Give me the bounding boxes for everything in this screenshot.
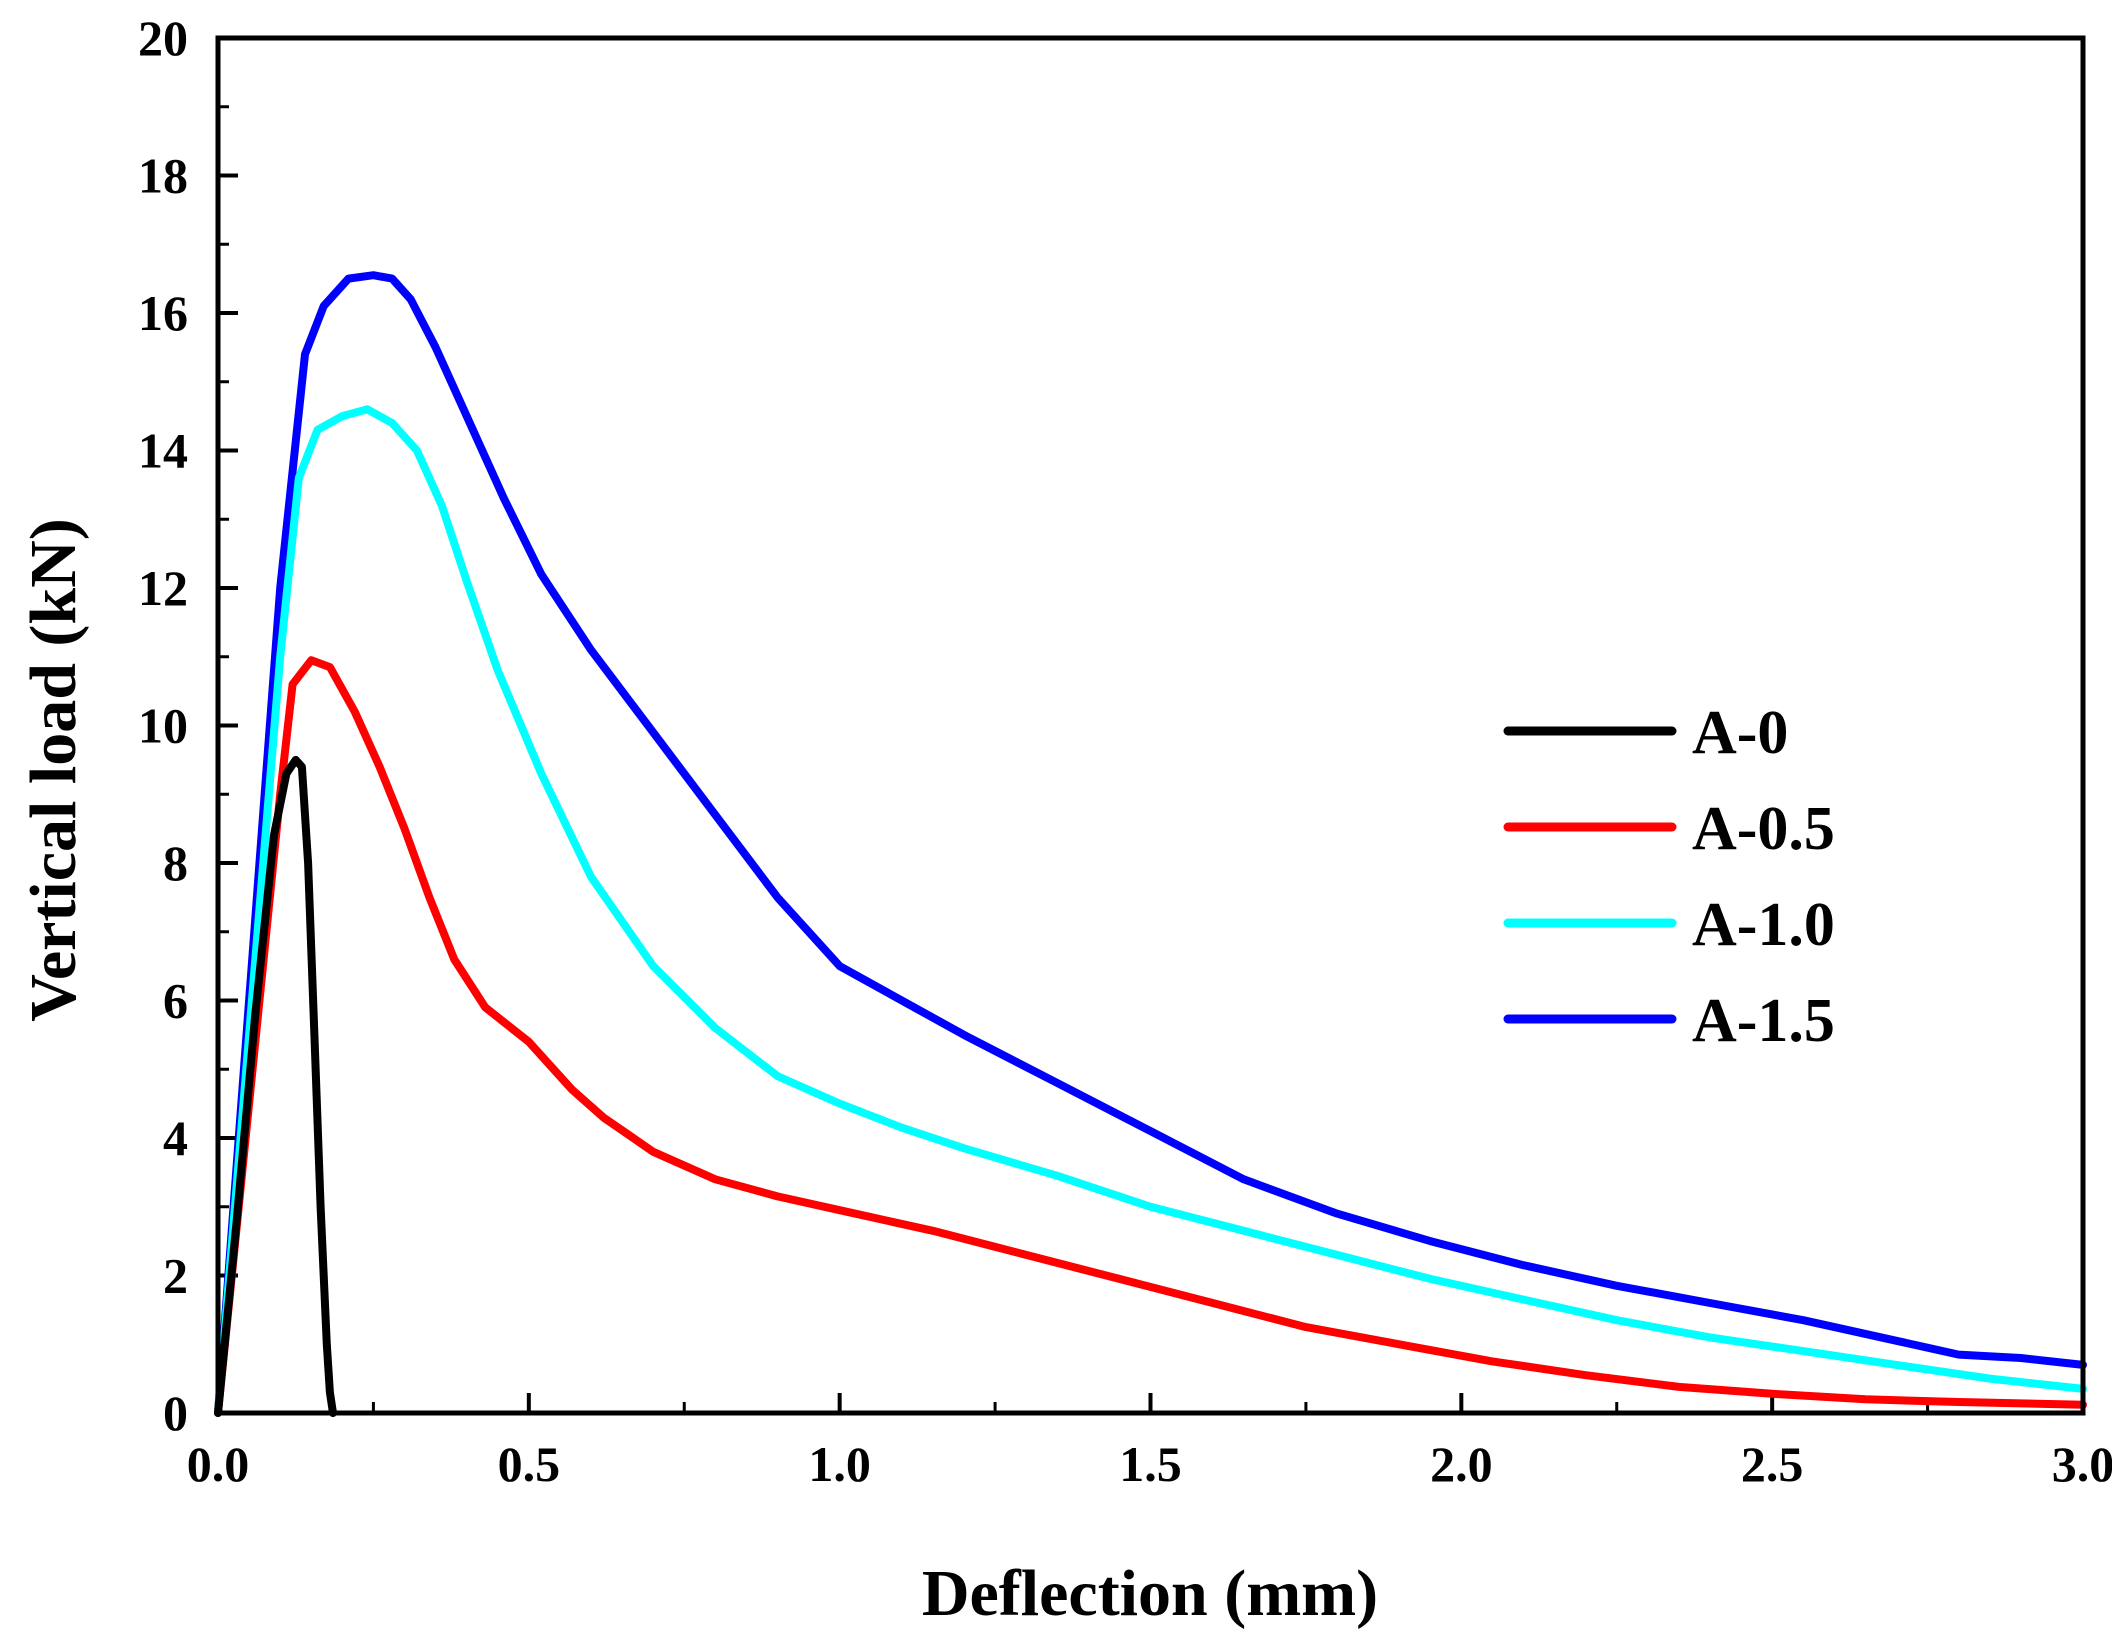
x-tick-label: 2.5	[1741, 1436, 1804, 1492]
series-line-a-1-0	[214, 405, 2087, 1417]
legend-label-a-0-5: A-0.5	[1692, 795, 1835, 863]
y-tick-label: 2	[163, 1248, 188, 1304]
legend-label-a-0: A-0	[1692, 699, 1788, 767]
series-line-a-1-5	[214, 271, 2087, 1417]
y-tick-label: 20	[138, 10, 188, 66]
x-tick-label: 1.5	[1119, 1436, 1182, 1492]
x-tick-label: 0.5	[498, 1436, 561, 1492]
legend-label-a-1-0: A-1.0	[1692, 891, 1835, 959]
y-tick-label: 6	[163, 973, 188, 1029]
series-line-a-0	[214, 755, 337, 1417]
x-tick-label: 1.0	[808, 1436, 871, 1492]
x-tick-label: 2.0	[1430, 1436, 1493, 1492]
x-tick-label: 0.0	[187, 1436, 250, 1492]
y-tick-label: 0	[163, 1385, 188, 1441]
x-tick-label: 3.0	[2052, 1436, 2112, 1492]
y-tick-label: 8	[163, 835, 188, 891]
plot-frame	[215, 35, 2086, 1416]
y-tick-label: 16	[138, 285, 188, 341]
y-tick-label: 14	[138, 423, 188, 479]
y-axis-title: Vertical load (kN)	[17, 518, 90, 1022]
series-line-a-0-5	[214, 656, 2087, 1417]
y-tick-label: 12	[138, 560, 188, 616]
legend-label-a-1-5: A-1.5	[1692, 987, 1835, 1055]
y-tick-label: 10	[138, 698, 188, 754]
tick-labels-layer: 0.0 0.5 1.0 1.5 2.0 2.5 3.0 0 2 4 6 8 10 12 14 16 18 20	[138, 10, 2112, 1492]
legend: A-0 A-0.5 A-1.0 A-1.5	[1503, 699, 1835, 1055]
y-tick-label: 4	[163, 1110, 188, 1166]
y-tick-label: 18	[138, 148, 188, 204]
series-layer	[214, 271, 2087, 1417]
x-axis-title: Deflection (mm)	[922, 1557, 1378, 1630]
